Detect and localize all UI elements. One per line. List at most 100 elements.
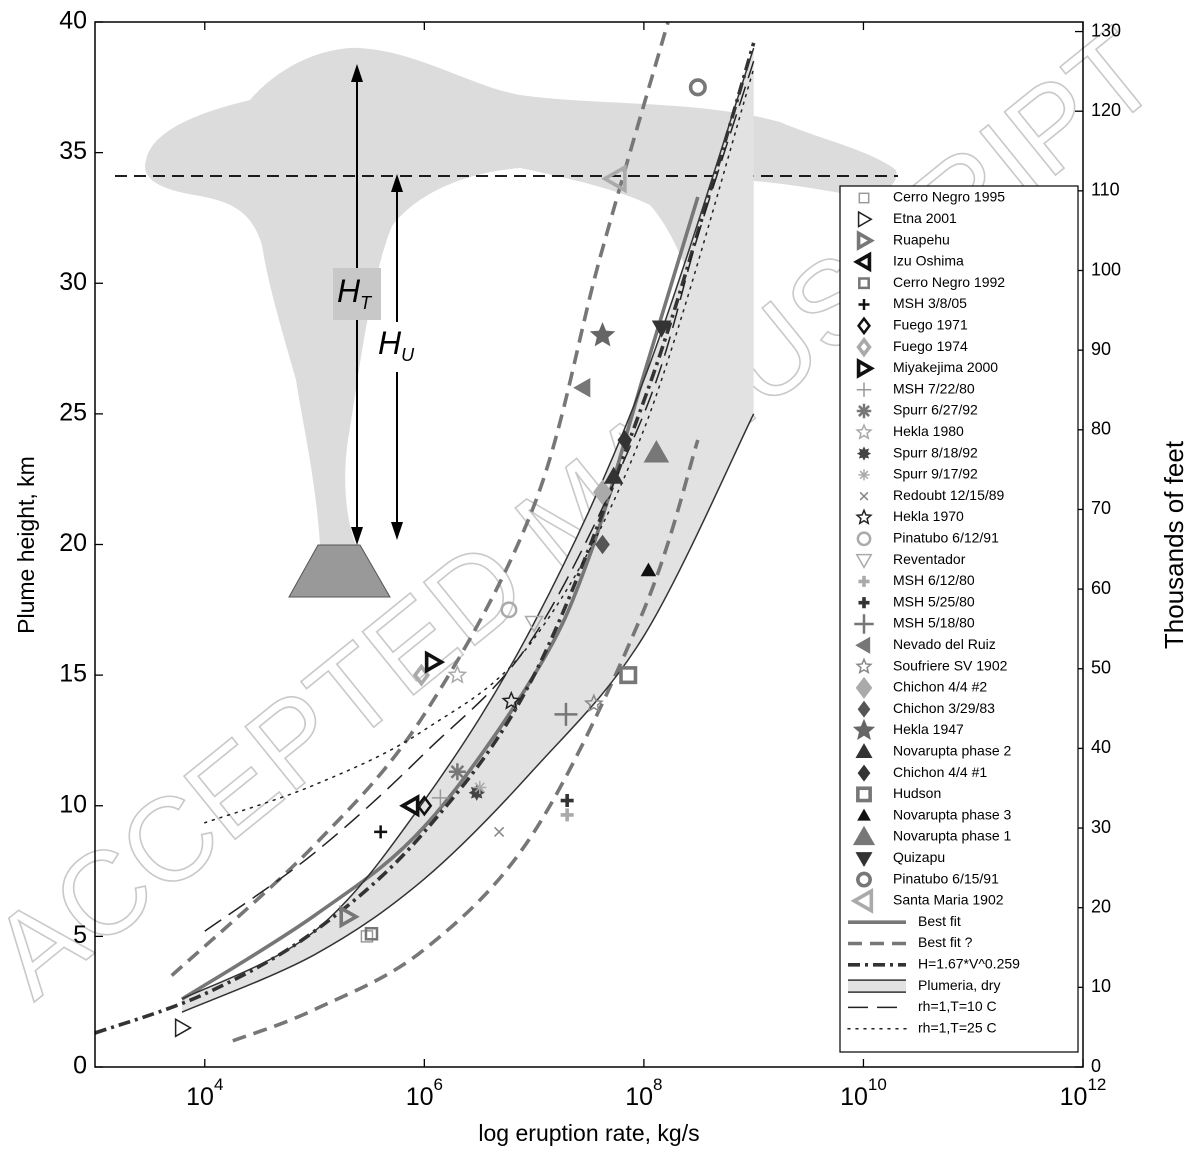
legend-label: Chichon 3/29/83 xyxy=(893,700,995,716)
label-box xyxy=(374,322,420,372)
x-tick-base: 10 xyxy=(840,1083,868,1111)
x-tick-exponent: 10 xyxy=(868,1075,887,1094)
legend-marker xyxy=(858,192,870,204)
y-tick-label: 15 xyxy=(59,660,87,688)
legend-label: Plumeria, dry xyxy=(918,977,1000,993)
arrow-head xyxy=(351,527,363,545)
y-tick-label: 5 xyxy=(73,921,87,949)
y2-tick-label: 110 xyxy=(1091,180,1120,200)
data-point xyxy=(573,377,591,398)
y2-tick-label: 120 xyxy=(1091,100,1121,120)
legend-label: Santa Maria 1902 xyxy=(893,892,1004,908)
legend-label: Spurr 8/18/92 xyxy=(893,444,978,460)
y2-tick-label: 30 xyxy=(1091,817,1111,837)
y-tick-label: 35 xyxy=(59,137,87,165)
y2-tick-label: 90 xyxy=(1091,339,1111,359)
data-point xyxy=(501,690,522,710)
legend-label: Ruapehu xyxy=(893,231,950,247)
legend-label: Spurr 9/17/92 xyxy=(893,466,978,482)
legend-marker xyxy=(855,423,873,440)
data-point xyxy=(595,534,610,555)
curve xyxy=(170,21,700,1043)
y-tick-label: 40 xyxy=(59,7,87,35)
model-band xyxy=(181,48,754,1013)
legend-marker xyxy=(855,657,873,675)
x-tick-base: 10 xyxy=(1060,1083,1088,1111)
y2-tick-label: 20 xyxy=(1091,896,1111,916)
data-point xyxy=(617,430,633,450)
legend-marker xyxy=(858,597,870,609)
legend-label: Cerro Negro 1992 xyxy=(893,274,1005,290)
legend-label: Hekla 1970 xyxy=(893,508,964,524)
legend-label: Cerro Negro 1995 xyxy=(893,189,1005,205)
legend-label: Best fit xyxy=(918,913,961,929)
legend-marker xyxy=(858,277,870,290)
legend-marker xyxy=(858,298,870,311)
y2-tick-label: 100 xyxy=(1091,259,1121,279)
legend-label: Pinatubo 6/15/91 xyxy=(893,870,999,886)
y-tick-label: 25 xyxy=(59,398,87,426)
legend-label: MSH 3/8/05 xyxy=(893,295,967,311)
legend-label: Reventador xyxy=(893,551,966,567)
data-point xyxy=(416,795,433,817)
data-point xyxy=(424,650,446,674)
legend-label: Hekla 1980 xyxy=(893,423,964,439)
x-tick-label: 106 xyxy=(406,1075,443,1110)
legend-marker xyxy=(856,446,872,461)
legend-label: Chichon 4/4 #1 xyxy=(893,764,987,780)
y-tick-label: 30 xyxy=(59,268,87,296)
y2-tick-label: 130 xyxy=(1091,20,1121,40)
data-point xyxy=(603,466,624,484)
legend-label: Redoubt 12/15/89 xyxy=(893,487,1005,503)
data-point xyxy=(500,601,518,619)
y-tick-label: 0 xyxy=(73,1052,87,1080)
x-tick-label: 1012 xyxy=(1060,1075,1107,1110)
legend-label: Fuego 1971 xyxy=(893,317,968,333)
legend-marker xyxy=(852,825,876,846)
y2-tick-label: 40 xyxy=(1091,737,1111,757)
legend-label: MSH 6/12/80 xyxy=(893,572,975,588)
legend-label: rh=1,T=25 C xyxy=(918,1019,997,1035)
arrow-head xyxy=(391,174,403,192)
data-point xyxy=(339,905,360,929)
legend-label: Pinatubo 6/12/91 xyxy=(893,530,999,546)
legend-marker xyxy=(858,575,870,587)
x-tick-base: 10 xyxy=(406,1083,434,1111)
data-point xyxy=(688,78,707,97)
data-point xyxy=(364,926,379,941)
data-point xyxy=(473,780,487,794)
plot-area: 0510152025303540010203040506070809010011… xyxy=(59,7,1121,1111)
legend-label: Quizapu xyxy=(893,849,945,865)
label-box xyxy=(333,268,381,320)
legend-marker xyxy=(850,888,874,914)
legend-marker xyxy=(859,491,869,501)
data-point xyxy=(524,615,544,633)
annotation-subscript: T xyxy=(360,293,373,313)
legend-label: MSH 7/22/80 xyxy=(893,380,975,396)
y-axis-label: Plume height, km xyxy=(13,456,39,634)
curve xyxy=(94,42,756,1035)
data-point xyxy=(651,320,672,338)
legend-marker xyxy=(855,743,873,758)
legend-marker xyxy=(857,210,873,228)
data-point xyxy=(589,322,616,347)
legend-label: Novarupta phase 3 xyxy=(893,806,1012,822)
x-tick-label: 104 xyxy=(186,1075,223,1110)
data-point xyxy=(374,825,388,839)
arrow-head xyxy=(391,522,403,540)
data-point xyxy=(601,164,627,194)
legend-marker xyxy=(856,871,872,888)
x-axis-label: log eruption rate, kg/s xyxy=(478,1120,699,1146)
legend-marker xyxy=(856,531,872,547)
y2-tick-label: 0 xyxy=(1091,1056,1101,1076)
legend-label: Best fit ? xyxy=(918,934,973,950)
data-point xyxy=(494,826,505,837)
x-tick-base: 10 xyxy=(186,1083,214,1111)
y2-tick-label: 10 xyxy=(1091,976,1111,996)
legend-marker xyxy=(857,316,871,336)
y2-tick-label: 60 xyxy=(1091,578,1111,598)
legend-marker xyxy=(856,382,872,397)
annotation-subscript: U xyxy=(401,345,415,365)
legend-label: Miyakejima 2000 xyxy=(893,359,998,375)
legend-marker xyxy=(855,676,873,699)
